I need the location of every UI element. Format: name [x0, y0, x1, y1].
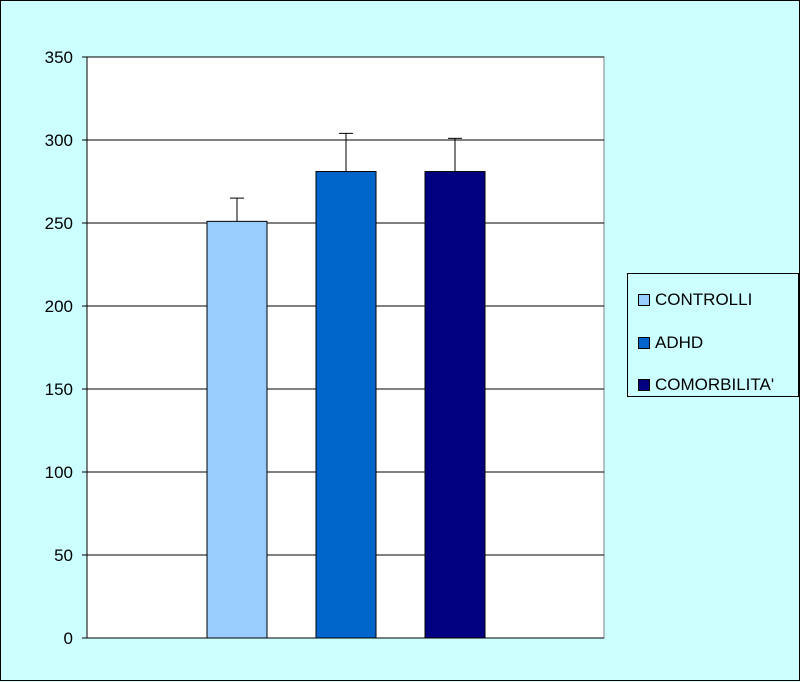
legend-label-comorbilita: COMORBILITA': [655, 375, 775, 394]
bar-1: [315, 171, 377, 639]
y-tick-label-150: 150: [45, 380, 73, 399]
legend: CONTROLLI ADHD COMORBILITA': [627, 273, 799, 397]
y-tick-label-50: 50: [54, 546, 73, 565]
legend-label-adhd: ADHD: [655, 333, 704, 352]
bar-0: [206, 220, 268, 639]
y-tick-label-300: 300: [45, 131, 73, 150]
legend-swatch-comorbilita: [638, 379, 650, 391]
y-tick-label-250: 250: [45, 214, 73, 233]
y-tick-label-350: 350: [45, 48, 73, 67]
y-tick-label-100: 100: [45, 463, 73, 482]
y-tick-label-200: 200: [45, 297, 73, 316]
legend-item-comorbilita: COMORBILITA': [638, 375, 774, 395]
legend-swatch-adhd: [638, 337, 650, 349]
legend-label-controlli: CONTROLLI: [655, 290, 753, 309]
y-tick-label-0: 0: [64, 629, 73, 648]
bar-2: [424, 171, 486, 639]
legend-item-controlli: CONTROLLI: [638, 290, 752, 310]
legend-item-adhd: ADHD: [638, 333, 703, 353]
legend-swatch-controlli: [638, 294, 650, 306]
